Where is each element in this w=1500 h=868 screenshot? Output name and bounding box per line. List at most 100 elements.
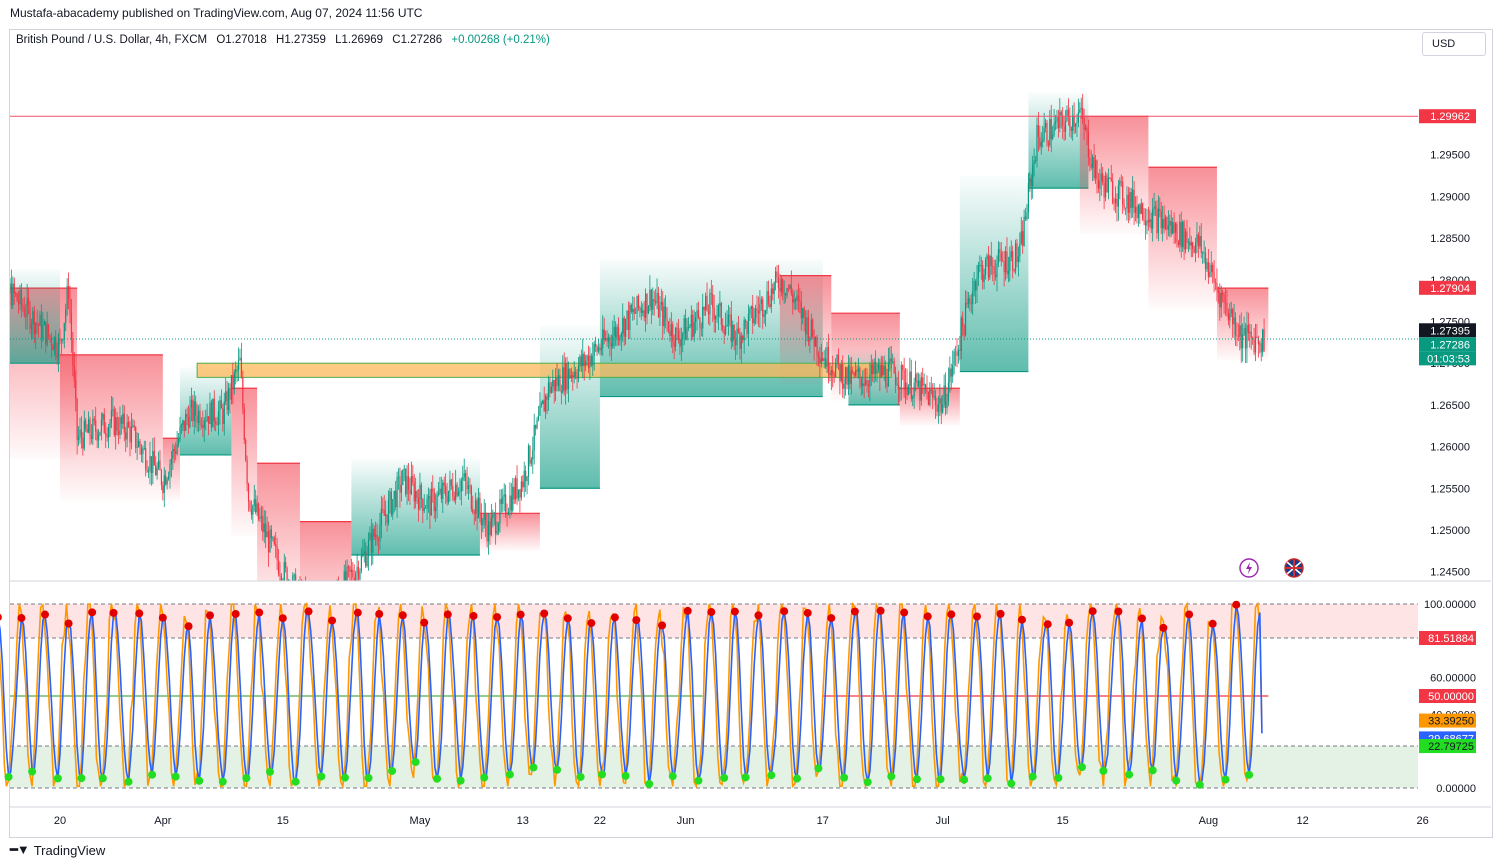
candle-body: [192, 399, 194, 422]
candle-body: [977, 265, 980, 278]
candle-body: [282, 583, 283, 584]
candle-body: [1199, 236, 1201, 247]
buy-signal-dot: [1172, 776, 1181, 785]
candle-body: [107, 427, 110, 438]
candle-body: [1077, 112, 1080, 123]
sell-signal-dot: [109, 608, 118, 617]
candle-body: [779, 288, 781, 292]
candle-body: [812, 319, 814, 337]
candle-body: [847, 365, 850, 385]
candle-body: [132, 425, 134, 427]
sell-signal-dot: [850, 607, 859, 616]
candle-body: [942, 404, 944, 413]
buy-signal-dot: [148, 770, 157, 779]
time-tick-label: 12: [1297, 815, 1309, 827]
candle-body: [469, 485, 471, 487]
candle-body: [487, 521, 490, 542]
candle-body: [860, 377, 862, 387]
candle-body: [67, 286, 70, 300]
candle-body: [389, 491, 391, 500]
candle-body: [135, 426, 137, 448]
candle-body: [266, 531, 268, 538]
candle-body: [705, 295, 707, 310]
candle-body: [110, 410, 113, 423]
candle-body: [27, 297, 30, 306]
candle-body: [512, 486, 514, 511]
candle-body: [914, 373, 917, 383]
candle-body: [1203, 252, 1205, 254]
candle-body: [1227, 312, 1229, 321]
candle-body: [774, 271, 777, 283]
candle-body: [367, 539, 370, 557]
candle-body: [1007, 270, 1010, 275]
candle-body: [569, 369, 571, 379]
candle-body: [962, 318, 964, 327]
candle-body: [66, 286, 68, 310]
candle-body: [89, 419, 91, 436]
candle-body: [127, 422, 130, 427]
candle-body: [115, 417, 117, 436]
candle-body: [256, 503, 258, 513]
candle-body: [767, 291, 770, 304]
candle-body: [123, 413, 125, 433]
osc-value-label: 81.51884: [1428, 633, 1474, 645]
candle-body: [890, 358, 892, 362]
candle-body: [223, 401, 225, 425]
candle-body: [209, 402, 211, 424]
candle-body: [1170, 220, 1172, 234]
sell-signal-dot: [972, 612, 981, 621]
candle-body: [756, 308, 758, 311]
candle-body: [277, 559, 280, 575]
candle-body: [1109, 177, 1111, 179]
candle-body: [262, 516, 264, 533]
candle-body: [36, 323, 38, 325]
candle-body: [427, 495, 430, 499]
candle-body: [857, 368, 860, 372]
sell-signal-dot: [1043, 620, 1052, 629]
candle-body: [653, 299, 655, 302]
candle-body: [824, 358, 827, 368]
buy-signal-dot: [98, 774, 107, 783]
candle-body: [490, 517, 492, 536]
price-label-box: [1419, 280, 1476, 295]
buy-signal-dot: [576, 772, 585, 781]
candle-body: [600, 348, 602, 351]
candle-body: [983, 274, 985, 282]
candle-body: [939, 398, 941, 404]
tradingview-logo[interactable]: ━▼ TradingView: [10, 842, 105, 858]
candle-body: [1047, 142, 1050, 146]
candle-body: [555, 377, 557, 391]
candle-body: [160, 470, 163, 486]
candle-body: [1133, 189, 1135, 213]
candle-body: [140, 447, 143, 455]
candle-body: [76, 398, 78, 440]
candle-body: [854, 370, 857, 376]
candle-body: [712, 294, 714, 308]
candle-body: [406, 476, 408, 495]
candle-body: [676, 327, 678, 331]
sell-signal-dot: [398, 611, 407, 620]
candle-body: [877, 364, 880, 370]
candle-body: [37, 324, 40, 326]
candle-body: [640, 307, 642, 313]
candle-body: [412, 476, 414, 483]
candle-body: [1102, 173, 1104, 183]
candle-body: [695, 317, 697, 323]
candle-body: [419, 484, 421, 510]
sell-signal-dot: [683, 606, 692, 615]
candle-body: [820, 358, 822, 363]
candle-body: [966, 302, 968, 305]
candle-body: [480, 513, 482, 526]
candle-body: [1142, 203, 1144, 220]
candle-body: [235, 369, 237, 373]
candle-body: [341, 596, 342, 599]
candle-body: [1034, 160, 1037, 162]
candle-body: [1256, 336, 1258, 339]
candle-body: [17, 301, 20, 305]
candle-body: [1039, 137, 1041, 147]
currency-button[interactable]: USD: [1422, 32, 1486, 56]
candle-body: [1103, 182, 1105, 198]
sell-signal-dot: [876, 606, 885, 615]
candle-body: [397, 476, 400, 478]
